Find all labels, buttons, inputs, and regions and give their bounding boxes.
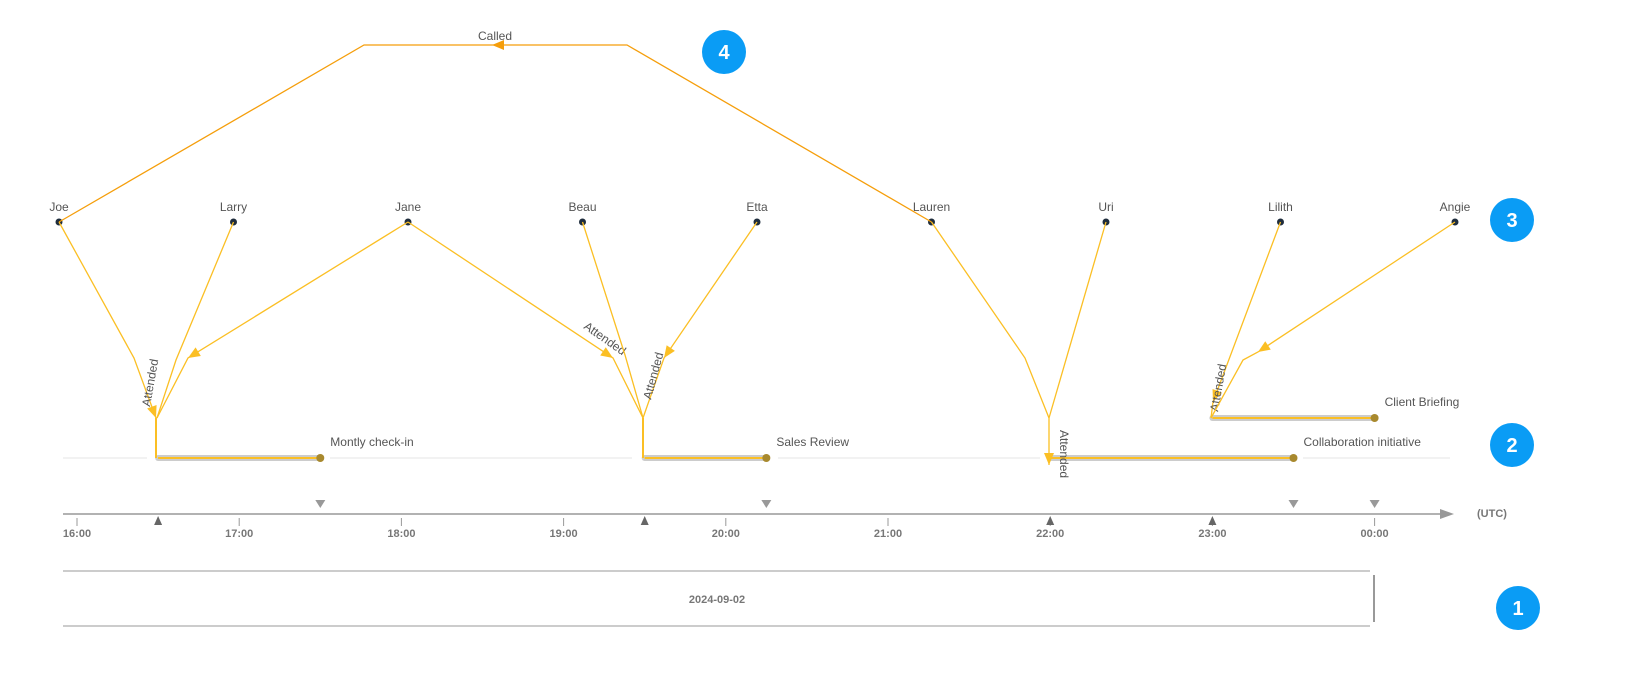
event-end-marker-icon [761,500,772,508]
event-end-marker-icon [315,500,326,508]
attended-arrow-icon [664,345,675,358]
event-end-marker-icon [1369,500,1380,508]
person-label: Lauren [913,200,950,214]
axis-arrow-icon [1440,509,1454,519]
event-label: Collaboration initiative [1304,435,1422,449]
person-label: Angie [1440,200,1471,214]
person-label: Jane [395,200,421,214]
date-label: 2024-09-02 [689,594,745,606]
called-edge [58,44,932,223]
step-badge-number: 2 [1506,435,1517,457]
event-start-marker-icon [1046,516,1055,525]
edge-label: Attended [139,358,161,408]
attended-edge [1210,221,1456,419]
attended-edge [930,221,1050,465]
axis-unit-label: (UTC) [1477,508,1507,520]
step-badge-number: 3 [1506,210,1517,232]
edge-label: Attended [1057,430,1071,478]
event-label: Sales Review [776,435,849,449]
attended-edge [156,221,409,419]
attended-arrow-icon [1044,453,1054,465]
event-end-marker-icon [1288,500,1299,508]
called-arrow-icon [492,40,504,50]
attended-arrow-icon [1212,389,1222,402]
axis-tick-label: 20:00 [712,528,740,540]
attended-edge [58,221,157,419]
person-label: Beau [568,200,596,214]
step-badge [1490,198,1534,242]
step-badge [1496,586,1540,630]
event-start-marker-icon [1208,516,1217,525]
attended-edge [581,221,644,419]
person-label: Etta [746,200,768,214]
axis-tick-label: 17:00 [225,528,253,540]
event-end-dot [1289,454,1298,462]
event-start-marker-icon [640,516,649,525]
attended-arrow-icon [600,347,613,358]
event-end-dot [316,454,325,462]
attended-edge [156,221,235,419]
person-label: Lilith [1268,200,1293,214]
person-label: Joe [49,200,69,214]
event-end-dot [762,454,771,462]
attended-arrow-icon [1258,341,1271,352]
axis-tick-label: 00:00 [1361,528,1389,540]
axis-tick-label: 22:00 [1036,528,1064,540]
event-label: Montly check-in [330,435,413,449]
step-badge [1490,423,1534,467]
edge-label: Attended [640,351,666,401]
person-label: Larry [220,200,247,214]
event-label: Client Briefing [1385,395,1460,409]
attended-edge [407,221,644,419]
step-badge-number: 1 [1512,598,1523,620]
attended-edge [642,221,758,419]
step-badge-number: 4 [718,42,730,64]
axis-tick-label: 16:00 [63,528,91,540]
step-badge [702,30,746,74]
axis-tick-label: 23:00 [1198,528,1226,540]
attended-arrow-icon [147,405,157,418]
event-end-dot [1370,414,1379,422]
attended-edge [1048,221,1107,419]
attended-arrow-icon [188,347,201,358]
axis-tick-label: 18:00 [387,528,415,540]
edge-label: Called [478,29,512,43]
event-start-marker-icon [154,516,163,525]
axis-tick-label: 21:00 [874,528,902,540]
person-label: Uri [1098,200,1113,214]
axis-tick-label: 19:00 [550,528,578,540]
